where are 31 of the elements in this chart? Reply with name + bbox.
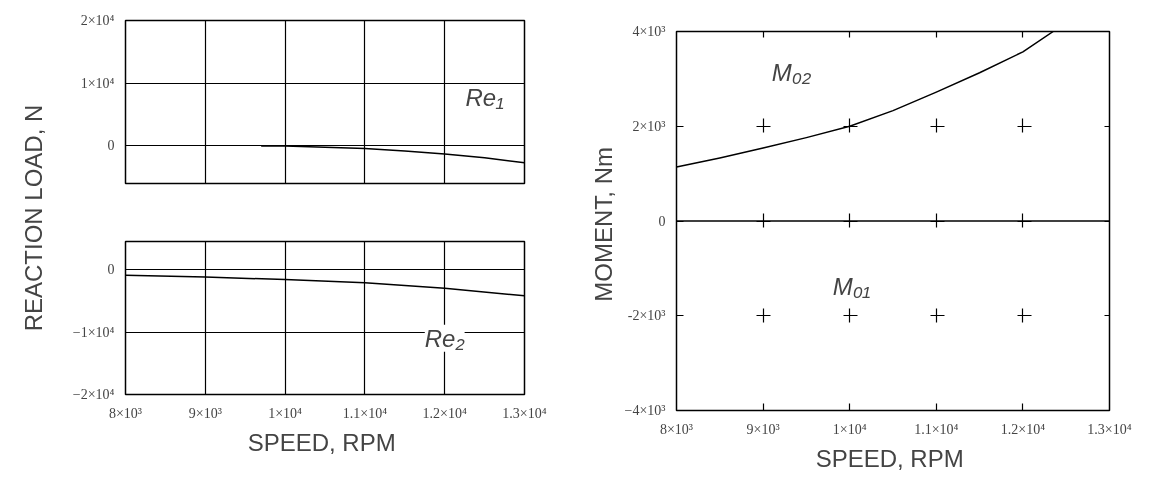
y-tick-label: −4×10³ (624, 403, 666, 418)
x-tick-label: 9×10³ (746, 421, 780, 437)
x-tick-label: 9×10³ (188, 405, 222, 421)
x-tick-label: 1.2×10⁴ (422, 405, 467, 421)
y-axis-title: REACTION LOAD, N (20, 104, 47, 332)
series-label: Re₂ (424, 324, 465, 352)
y-tick-label: −1×10⁴ (72, 324, 115, 340)
y-axis-title: MOMENT, Nm (589, 147, 617, 302)
x-tick-label: 8×10³ (659, 421, 694, 437)
x-tick-label: 1×10⁴ (268, 405, 303, 421)
x-tick-label: 8×10³ (108, 405, 143, 421)
y-tick-label: 0 (107, 262, 115, 278)
y-tick-label: 4×10³ (632, 24, 666, 39)
y-tick-label: 0 (658, 213, 666, 229)
y-tick-label: -2×10³ (627, 308, 666, 324)
y-tick-label: 2×10⁴ (80, 13, 115, 28)
x-axis-title: SPEED, RPM (815, 444, 964, 472)
y-tick-label: 0 (107, 138, 115, 154)
x-tick-label: 1.3×10⁴ (1087, 421, 1132, 437)
x-tick-label: 1×10⁴ (832, 421, 867, 437)
series-label: Re₁ (465, 84, 504, 112)
x-tick-label: 1.1×10⁴ (342, 405, 388, 421)
text: M₀₁ (832, 272, 871, 300)
x-axis-title: SPEED, RPM (247, 428, 396, 456)
y-tick-label: −2×10⁴ (72, 387, 115, 402)
y-tick-label: 1×10⁴ (80, 75, 115, 91)
y-tick-label: 2×10³ (632, 118, 666, 134)
text: M₀₂ (771, 59, 812, 87)
x-tick-label: 1.2×10⁴ (1000, 421, 1046, 437)
x-tick-label: 1.1×10⁴ (914, 421, 959, 437)
x-tick-label: 1.3×10⁴ (502, 405, 547, 421)
